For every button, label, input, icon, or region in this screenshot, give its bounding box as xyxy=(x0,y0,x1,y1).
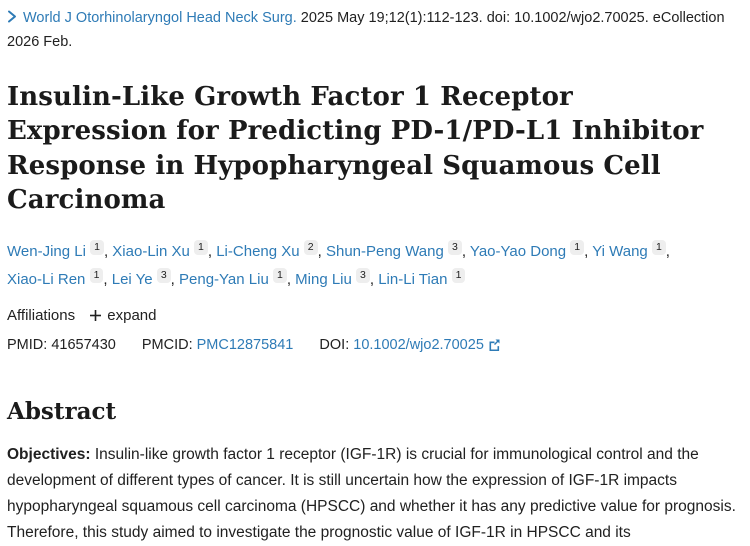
affiliation-superscript: 1 xyxy=(89,267,104,283)
author-link[interactable]: Li-Cheng Xu xyxy=(216,243,300,261)
pmcid-label: PMCID: xyxy=(141,336,193,353)
journal-citation: World J Otorhinolaryngol Head Neck Surg.… xyxy=(7,7,742,55)
author-item: Lin-Li Tian 1 xyxy=(378,267,466,288)
author-item: Yao-Yao Dong 1, xyxy=(469,240,589,261)
author-separator: , xyxy=(170,270,175,288)
chevron-right-icon xyxy=(7,8,17,31)
affiliation-superscript: 1 xyxy=(570,240,585,256)
abstract-heading: Abstract xyxy=(7,397,117,425)
identifiers-row: PMID: 41657430 PMCID: PMC12875841 DOI: 1… xyxy=(7,337,742,355)
author-separator: , xyxy=(369,270,375,288)
expand-label: expand xyxy=(107,306,157,324)
author-separator: , xyxy=(103,270,108,288)
affiliation-superscript: 3 xyxy=(156,267,171,283)
author-item: Li-Cheng Xu 2, xyxy=(216,240,322,261)
external-link-icon[interactable] xyxy=(488,338,501,355)
pmid-value: 41657430 xyxy=(51,336,116,353)
author-separator: , xyxy=(103,243,109,261)
pmcid-group: PMCID: PMC12875841 xyxy=(142,337,298,353)
author-item: Peng-Yan Liu 1, xyxy=(179,267,291,288)
author-link[interactable]: Xiao-Lin Xu xyxy=(112,243,190,261)
plus-icon xyxy=(89,309,102,326)
affiliation-superscript: 2 xyxy=(303,240,318,256)
affiliation-superscript: 3 xyxy=(356,267,370,283)
author-separator: , xyxy=(461,243,467,261)
author-separator: , xyxy=(207,243,213,261)
author-item: Ming Liu 3, xyxy=(295,267,375,288)
author-item: Xiao-Li Ren 1, xyxy=(7,267,108,288)
author-separator: , xyxy=(317,243,322,261)
authors-list: Wen-Jing Li 1, Xiao-Lin Xu 1, Li-Cheng X… xyxy=(7,238,742,294)
author-link[interactable]: Yi Wang xyxy=(592,243,648,261)
author-link[interactable]: Shun-Peng Wang xyxy=(325,243,444,261)
journal-link[interactable]: World J Otorhinolaryngol Head Neck Surg. xyxy=(23,10,297,26)
page: { "citation": { "journal": "World J Otor… xyxy=(7,7,742,541)
author-link[interactable]: Lin-Li Tian xyxy=(378,270,448,288)
doi-group: DOI: 10.1002/wjo2.70025 xyxy=(319,337,500,353)
affiliations-row: Affiliations expand xyxy=(7,307,742,326)
pmcid-link[interactable]: PMC12875841 xyxy=(196,336,294,353)
doi-link[interactable]: 10.1002/wjo2.70025 xyxy=(353,336,484,353)
pmid-label: PMID: xyxy=(7,336,48,353)
author-separator: , xyxy=(584,243,589,261)
affiliation-superscript: 1 xyxy=(90,240,104,256)
affiliation-superscript: 1 xyxy=(651,240,666,256)
objectives-label: Objectives: xyxy=(7,445,91,463)
affiliations-expand-button[interactable]: expand xyxy=(89,307,156,326)
affiliation-superscript: 1 xyxy=(272,267,287,283)
citation-details: 2025 May 19;12(1):112-123. doi: 10.1002/… xyxy=(7,10,725,51)
author-item: Xiao-Lin Xu 1, xyxy=(112,240,213,261)
doi-label: DOI: xyxy=(319,336,350,353)
pmid-group: PMID: 41657430 xyxy=(7,337,120,353)
author-link[interactable]: Peng-Yan Liu xyxy=(179,270,269,288)
author-link[interactable]: Yao-Yao Dong xyxy=(469,243,567,261)
abstract-paragraph: Objectives: Insulin-like growth factor 1… xyxy=(7,442,742,546)
affiliation-superscript: 1 xyxy=(451,267,466,283)
author-item: Lei Ye 3, xyxy=(111,267,175,288)
author-item: Wen-Jing Li 1, xyxy=(7,240,109,261)
author-item: Shun-Peng Wang 3, xyxy=(325,240,467,261)
author-link[interactable]: Xiao-Li Ren xyxy=(7,270,86,288)
affiliation-superscript: 1 xyxy=(194,240,208,256)
author-item: Yi Wang 1, xyxy=(592,240,670,261)
author-link[interactable]: Ming Liu xyxy=(295,270,352,288)
affiliation-superscript: 3 xyxy=(448,240,462,256)
author-link[interactable]: Wen-Jing Li xyxy=(7,243,86,261)
objectives-text: Insulin-like growth factor 1 receptor (I… xyxy=(7,445,736,541)
author-link[interactable]: Lei Ye xyxy=(111,270,153,288)
author-separator: , xyxy=(286,270,291,288)
article-title: Insulin-Like Growth Factor 1 Receptor Ex… xyxy=(7,81,704,215)
author-separator: , xyxy=(665,243,670,261)
affiliations-label: Affiliations xyxy=(7,306,76,324)
